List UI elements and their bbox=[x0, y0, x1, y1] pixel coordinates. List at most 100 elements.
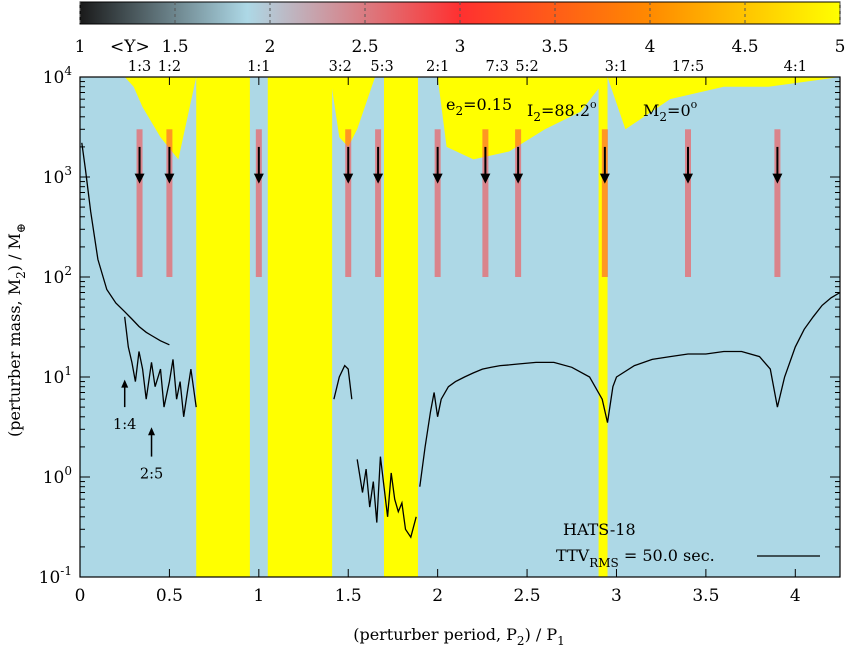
x-tick-label: 1 bbox=[253, 586, 264, 606]
resonance-instability-band bbox=[375, 129, 382, 277]
resonance-arrow bbox=[772, 146, 783, 184]
resonance-label: 5:3 bbox=[370, 59, 393, 75]
unstable-upper-envelope bbox=[80, 77, 840, 160]
colorbar-tick-label: 1 bbox=[75, 37, 86, 57]
annotation-i2: I2=88.2o bbox=[527, 98, 597, 124]
resonance-label: 3:2 bbox=[329, 59, 352, 75]
inner-resonance: 1:4 bbox=[113, 379, 136, 433]
inner-resonances: 1:4 2:5 bbox=[113, 379, 163, 483]
arrow-head bbox=[480, 173, 491, 184]
unstable-region bbox=[196, 77, 250, 577]
resonance-label: 2:1 bbox=[426, 59, 449, 75]
resonance-labels-top: 1:3 1:2 1:1 3:2 5:3 2:1 7:3 5:2 3:1 17:5 4:1 bbox=[128, 59, 807, 75]
colorbar-tick-label: 4 bbox=[645, 37, 656, 57]
arrow-head bbox=[164, 173, 175, 184]
colorbar-label: <Y> bbox=[110, 37, 150, 57]
resonance-instability-band bbox=[166, 129, 173, 277]
inner-resonance: 2:5 bbox=[140, 427, 163, 483]
annotation-m2: M2=0o bbox=[643, 98, 698, 124]
resonance-arrows bbox=[134, 146, 783, 184]
resonance-instability-band bbox=[774, 129, 781, 277]
resonance-arrow bbox=[599, 146, 610, 184]
arrow-head bbox=[343, 173, 354, 184]
resonance-instability-band bbox=[255, 129, 262, 277]
inner-resonance-label: 2:5 bbox=[140, 467, 163, 483]
x-tick-label: 3.5 bbox=[692, 586, 719, 606]
resonance-label: 7:3 bbox=[486, 59, 509, 75]
arrow-head bbox=[513, 173, 524, 184]
resonance-arrow bbox=[164, 146, 175, 184]
unstable-region bbox=[598, 77, 608, 577]
x-tick-label: 2 bbox=[432, 586, 443, 606]
arrow-head bbox=[599, 173, 610, 184]
y-axis-ticks: 10-1 100 101 102 103 104 bbox=[39, 64, 840, 588]
ttv-rms-curve bbox=[419, 291, 840, 487]
heatmap-regions bbox=[80, 77, 840, 577]
resonance-arrow bbox=[373, 146, 384, 184]
resonance-arrow bbox=[480, 146, 491, 184]
ttv-rms-curve bbox=[124, 316, 197, 417]
resonance-label: 4:1 bbox=[784, 59, 807, 75]
ttv-rms-curve bbox=[333, 364, 353, 400]
legend-system: HATS-18 bbox=[563, 520, 636, 539]
x-tick-label: 4 bbox=[790, 586, 801, 606]
resonance-instability-band bbox=[601, 129, 608, 277]
colorbar-ticks: 1 1.5 2 2.5 3 3.5 4 4.5 5 bbox=[75, 2, 846, 57]
y-tick-label: 102 bbox=[43, 264, 72, 288]
resonance-instability-band bbox=[685, 129, 691, 277]
arrow-head bbox=[373, 173, 384, 184]
colorbar-tick-label: 4.5 bbox=[731, 37, 758, 57]
resonance-label: 1:2 bbox=[158, 59, 181, 75]
y-tick-label: 104 bbox=[43, 64, 73, 88]
legend-entry-label: TTVRMS = 50.0 sec. bbox=[556, 546, 715, 570]
resonance-arrow bbox=[343, 146, 354, 184]
x-axis-ticks: 0 0.5 1 1.5 2 2.5 3 3.5 4 bbox=[75, 77, 801, 606]
resonance-instability-band bbox=[482, 129, 489, 277]
ttv-rms-curve bbox=[81, 142, 170, 346]
resonance-label: 1:1 bbox=[247, 59, 270, 75]
resonance-label: 1:3 bbox=[128, 59, 151, 75]
x-tick-label: 0.5 bbox=[156, 586, 183, 606]
x-tick-label: 2.5 bbox=[514, 586, 541, 606]
x-axis-label: (perturber period, P2) / P1 bbox=[353, 625, 565, 648]
colorbar-tick-label: 3 bbox=[455, 37, 466, 57]
y-tick-label: 100 bbox=[43, 464, 72, 488]
resonance-arrow bbox=[134, 146, 145, 184]
y-tick-label: 101 bbox=[43, 364, 72, 388]
inner-arrow-head bbox=[148, 427, 156, 436]
y-axis-label: (perturber mass, M2) / M⊕ bbox=[5, 223, 28, 437]
ttv-curves bbox=[81, 142, 840, 539]
x-tick-label: 0 bbox=[75, 586, 86, 606]
resonance-instability-band bbox=[515, 129, 522, 277]
colorbar-tick-label: 5 bbox=[835, 37, 846, 57]
plot-frame bbox=[79, 76, 841, 578]
resonance-instability-band bbox=[136, 129, 143, 277]
y-tick-label: 103 bbox=[43, 164, 72, 188]
annotation-e2: e2=0.15 bbox=[446, 95, 512, 118]
arrow-head bbox=[134, 173, 145, 184]
resonance-arrow bbox=[432, 146, 443, 184]
resonance-instability-band bbox=[345, 129, 352, 277]
x-tick-label: 3 bbox=[611, 586, 622, 606]
colorbar-tick-label: 3.5 bbox=[541, 37, 568, 57]
inner-resonance-label: 1:4 bbox=[113, 417, 136, 433]
y-tick-label: 10-1 bbox=[39, 564, 72, 588]
resonance-label: 3:1 bbox=[605, 59, 628, 75]
resonance-arrow bbox=[683, 146, 693, 184]
resonance-label: 5:2 bbox=[515, 59, 538, 75]
ttv-rms-curve bbox=[356, 456, 417, 539]
arrow-head bbox=[253, 173, 264, 184]
inner-arrow-head bbox=[121, 379, 129, 388]
resonance-label: 17:5 bbox=[672, 59, 705, 75]
colorbar-tick-label: 2.5 bbox=[351, 37, 378, 57]
resonance-arrow bbox=[253, 146, 264, 184]
unstable-region bbox=[267, 77, 333, 577]
arrow-head bbox=[683, 173, 693, 184]
arrow-head bbox=[772, 173, 783, 184]
x-tick-label: 1.5 bbox=[335, 586, 362, 606]
resonance-instability-band bbox=[434, 129, 441, 277]
colorbar-tick-label: 2 bbox=[265, 37, 276, 57]
resonance-arrow bbox=[513, 146, 524, 184]
arrow-head bbox=[432, 173, 443, 184]
